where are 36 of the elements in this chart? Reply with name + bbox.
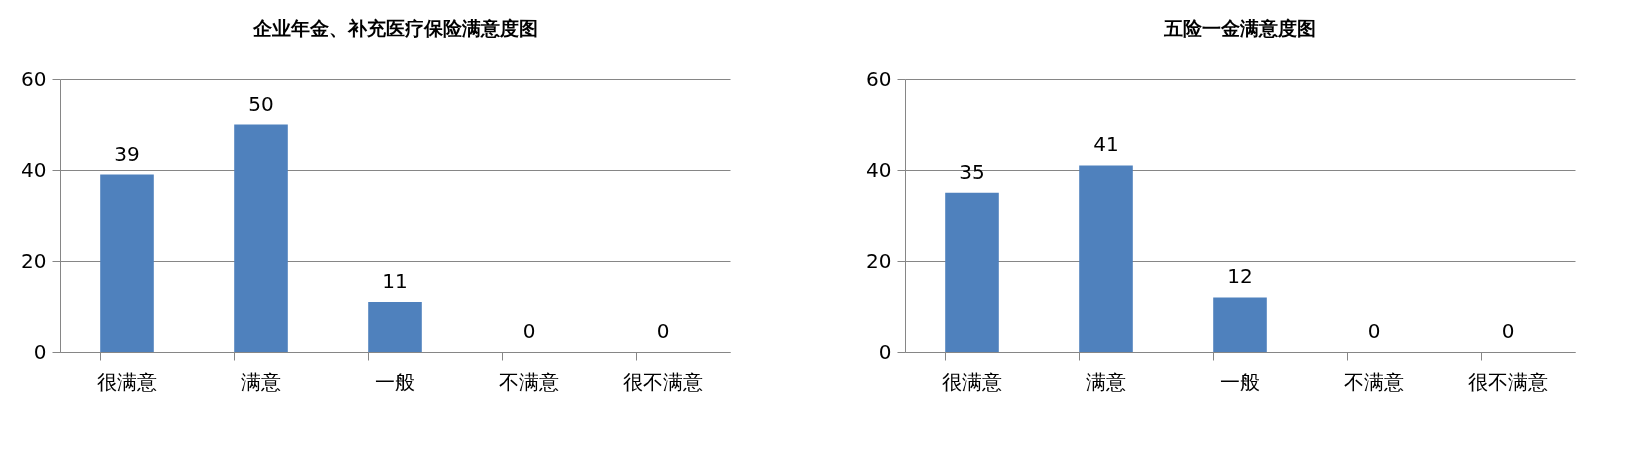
y-tick-label: 60: [21, 66, 47, 91]
data-label: 0: [1367, 319, 1381, 343]
data-label: 39: [114, 141, 140, 166]
y-tick-label: 0: [33, 339, 47, 364]
x-tick-label: 满意: [241, 369, 281, 394]
bar: [945, 192, 999, 352]
chart-title: 五险一金满意度图: [1163, 17, 1316, 39]
bar: [234, 124, 288, 352]
data-label: 11: [382, 268, 408, 293]
data-label: 41: [1093, 132, 1119, 157]
data-label: 50: [248, 91, 274, 116]
y-tick-label: 40: [866, 157, 892, 182]
data-label: 0: [656, 319, 670, 343]
y-tick-label: 20: [21, 248, 47, 273]
y-tick-label: 60: [866, 66, 892, 91]
chart-title: 企业年金、补充医疗保险满意度图: [251, 17, 538, 39]
x-tick-label: 一般: [1220, 369, 1260, 394]
x-tick-label: 很满意: [942, 369, 1002, 394]
x-tick-label: 满意: [1086, 369, 1126, 394]
data-label: 0: [1501, 319, 1515, 343]
data-label: 0: [522, 319, 536, 343]
bar: [368, 301, 422, 352]
y-tick-label: 40: [21, 157, 47, 182]
x-tick-label: 很不满意: [623, 369, 703, 394]
x-tick-label: 一般: [375, 369, 415, 394]
y-tick-label: 0: [878, 339, 892, 364]
data-label: 35: [959, 159, 985, 184]
y-tick-label: 20: [866, 248, 892, 273]
bar: [1079, 165, 1133, 352]
x-tick-label: 很满意: [97, 369, 157, 394]
bar: [100, 174, 154, 352]
x-tick-label: 不满意: [1344, 369, 1404, 394]
x-tick-label: 很不满意: [1468, 369, 1548, 394]
x-tick-label: 不满意: [499, 369, 559, 394]
bar: [1213, 297, 1267, 352]
data-label: 12: [1227, 264, 1253, 289]
